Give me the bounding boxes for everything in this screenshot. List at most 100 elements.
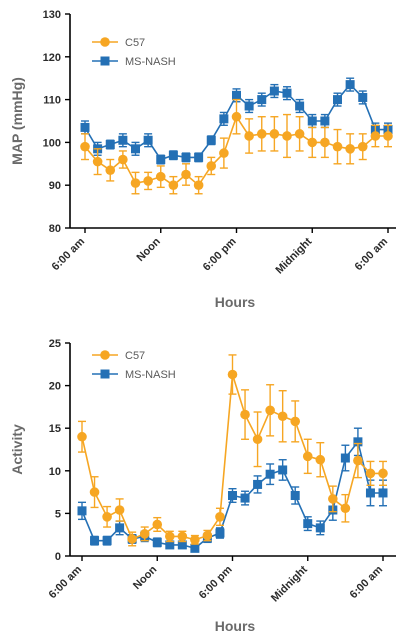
- data-point-square: [320, 116, 330, 126]
- x-tick-label: Midnight: [273, 235, 314, 276]
- data-point-square: [278, 465, 288, 475]
- data-point-circle: [155, 171, 166, 182]
- series-ms-nash: [80, 77, 393, 165]
- data-point-circle: [345, 144, 355, 154]
- data-point-square: [80, 122, 90, 132]
- data-point-circle: [307, 137, 318, 148]
- data-point-square: [257, 95, 267, 105]
- data-point-circle: [168, 180, 179, 190]
- series-line: [81, 374, 383, 541]
- y-tick-label: 90: [49, 180, 61, 192]
- data-point-circle: [240, 409, 250, 420]
- data-point-square: [215, 528, 225, 538]
- data-point-circle: [244, 131, 254, 141]
- data-point-square: [290, 491, 300, 501]
- legend-label: MS-NASH: [125, 56, 176, 68]
- data-point-circle: [340, 503, 351, 514]
- y-tick-label: 15: [49, 423, 61, 435]
- data-point-circle: [370, 131, 381, 141]
- legend-item: MS-NASH: [92, 56, 176, 68]
- data-point-square: [303, 519, 313, 529]
- data-point-square: [228, 491, 237, 501]
- data-point-square: [253, 479, 263, 489]
- data-point-circle: [328, 494, 338, 504]
- x-tick-label: 6:00 am: [353, 235, 391, 273]
- data-point-square: [156, 155, 166, 165]
- y-tick-label: 110: [43, 95, 61, 107]
- data-point-circle: [227, 369, 238, 380]
- data-point-circle: [302, 451, 313, 462]
- data-point-circle: [320, 137, 330, 148]
- data-point-square: [168, 150, 178, 160]
- data-point-circle: [127, 534, 137, 544]
- series-ms-nash: [77, 427, 388, 553]
- data-point-square: [100, 369, 110, 379]
- y-tick-label: 130: [43, 9, 61, 21]
- data-point-circle: [215, 512, 225, 522]
- x-tick-label: Noon: [135, 235, 164, 264]
- x-tick-label: 6:00 am: [50, 235, 88, 273]
- data-point-circle: [152, 519, 163, 530]
- data-point-square: [105, 140, 115, 150]
- data-point-square: [118, 135, 128, 145]
- data-point-square: [365, 488, 375, 498]
- data-point-circle: [282, 131, 292, 141]
- data-point-circle: [378, 468, 388, 479]
- x-tick-label: Noon: [131, 563, 160, 592]
- data-point-square: [181, 152, 191, 162]
- y-tick-label: 10: [49, 466, 61, 478]
- data-point-circle: [206, 161, 217, 171]
- y-tick-label: 100: [43, 137, 61, 149]
- x-axis-title: Hours: [215, 618, 256, 634]
- data-point-circle: [181, 169, 191, 180]
- data-point-square: [307, 116, 317, 126]
- y-tick-label: 120: [43, 52, 61, 64]
- legend-label: C57: [125, 37, 145, 49]
- data-point-circle: [277, 411, 288, 422]
- data-point-square: [219, 114, 229, 124]
- data-point-circle: [256, 129, 267, 139]
- data-point-square: [102, 536, 112, 546]
- data-point-circle: [92, 156, 103, 167]
- data-point-circle: [190, 535, 200, 545]
- x-tick-label: Midnight: [269, 563, 310, 604]
- data-point-square: [240, 493, 250, 503]
- data-point-circle: [219, 148, 229, 158]
- y-axis-title: Activity: [9, 424, 25, 475]
- x-tick-label: 6:00 am: [47, 563, 85, 601]
- series-c57: [77, 354, 388, 547]
- x-tick-label: 6:00 pm: [201, 235, 239, 273]
- x-axis-title: Hours: [215, 294, 256, 310]
- data-point-square: [190, 543, 200, 553]
- data-point-circle: [102, 512, 112, 522]
- data-point-square: [340, 453, 350, 463]
- data-point-square: [206, 135, 216, 145]
- data-point-square: [77, 506, 87, 516]
- data-point-square: [131, 144, 140, 154]
- data-point-circle: [114, 505, 125, 515]
- data-point-square: [345, 80, 355, 90]
- data-point-square: [378, 488, 388, 498]
- data-point-circle: [100, 350, 110, 360]
- y-tick-label: 80: [49, 223, 61, 235]
- data-point-circle: [105, 165, 116, 176]
- data-point-square: [232, 90, 241, 100]
- data-point-circle: [231, 111, 242, 122]
- y-tick-label: 0: [55, 551, 61, 563]
- data-point-square: [282, 88, 292, 98]
- data-point-square: [194, 152, 204, 162]
- x-tick-label: 6:00 pm: [197, 563, 235, 601]
- data-point-square: [177, 540, 187, 550]
- data-point-circle: [365, 468, 376, 479]
- data-point-square: [265, 469, 275, 479]
- data-point-circle: [164, 531, 175, 542]
- data-point-square: [143, 135, 153, 145]
- legend-label: C57: [125, 350, 145, 362]
- data-point-circle: [265, 405, 275, 416]
- data-point-circle: [177, 531, 188, 542]
- y-tick-label: 5: [55, 508, 61, 520]
- data-point-square: [333, 95, 342, 105]
- data-point-circle: [118, 154, 128, 165]
- data-point-circle: [202, 530, 213, 541]
